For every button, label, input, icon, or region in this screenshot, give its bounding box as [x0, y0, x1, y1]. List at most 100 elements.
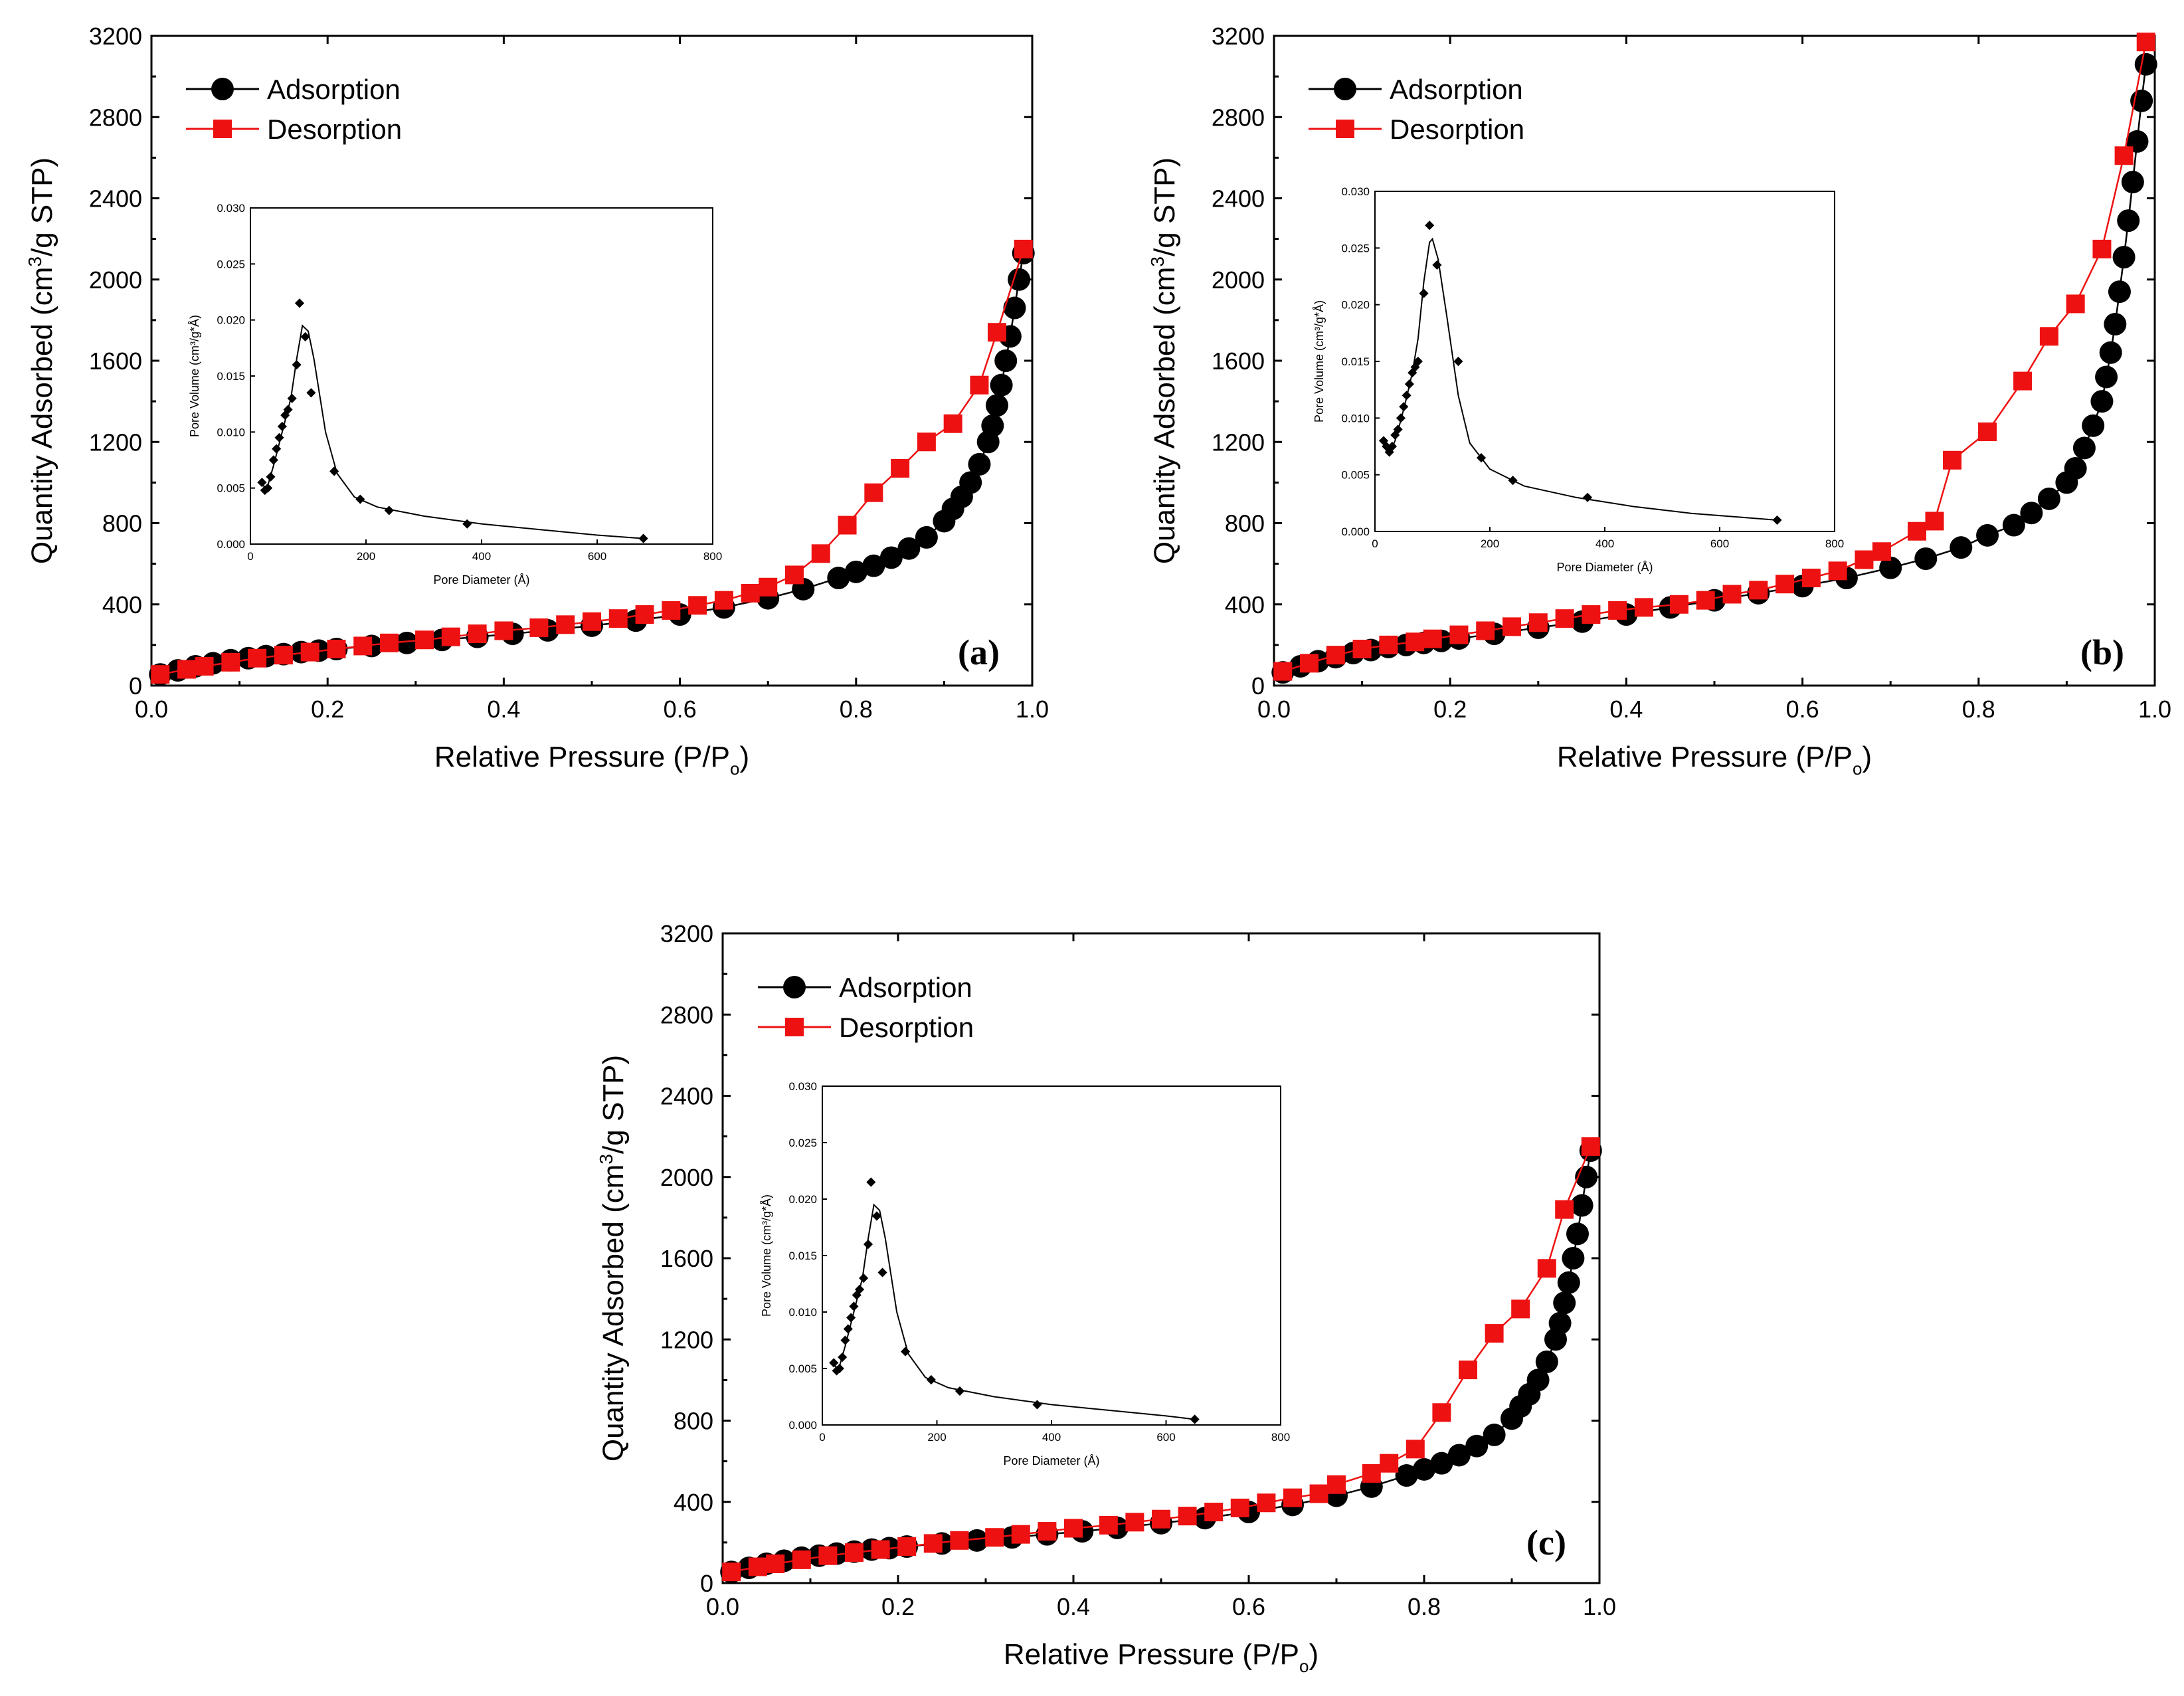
y-tick-label: 400: [674, 1489, 713, 1516]
x-axis-title-subscript: o: [1299, 1656, 1309, 1676]
desorption-point: [1555, 1200, 1574, 1219]
adsorption-point: [1535, 1350, 1558, 1373]
y-axis-title-end: /g STP): [597, 1055, 630, 1154]
desorption-point: [1064, 1519, 1083, 1538]
desorption-point: [2114, 146, 2134, 165]
desorption-point: [1309, 1484, 1328, 1503]
desorption-point: [1775, 575, 1795, 594]
y-tick-label: 0: [129, 672, 142, 700]
desorption-point: [1423, 629, 1442, 648]
inset-y-tick-label: 0.015: [217, 370, 245, 383]
y-tick-label: 1600: [1212, 347, 1265, 375]
inset-point: [863, 1239, 873, 1250]
series-line-desorption: [731, 1146, 1592, 1573]
y-tick-label: 1200: [89, 428, 142, 456]
desorption-point: [891, 458, 910, 478]
desorption-point: [2136, 33, 2155, 52]
adsorption-point: [968, 452, 991, 476]
desorption-point: [1125, 1513, 1144, 1532]
y-tick-label: 400: [102, 591, 142, 618]
y-tick-label: 800: [102, 510, 142, 537]
x-axis-title-end: ): [1862, 741, 1872, 773]
y-tick-label: 1600: [660, 1245, 713, 1272]
y-tick-label: 2800: [660, 1001, 713, 1028]
inset-y-axis-title: Pore Volume (cm³/g*Å): [760, 1194, 773, 1317]
inset-point: [272, 444, 282, 454]
chart-panel-a: 0.0 0.2 0.4 0.6 0.8 1.00400800120016002000240…: [25, 23, 1049, 779]
desorption-point: [1204, 1503, 1224, 1522]
y-tick-label: 800: [674, 1408, 713, 1435]
adsorption-point: [827, 567, 850, 590]
x-axis-title-subscript: o: [1853, 759, 1862, 779]
desorption-point: [818, 1546, 838, 1565]
adsorption-point: [862, 554, 885, 577]
adsorption-point: [1548, 1311, 1572, 1335]
inset-x-axis-title: Pore Diameter (Å): [1003, 1454, 1099, 1467]
adsorption-point: [1562, 1247, 1585, 1270]
inset-point: [877, 1268, 887, 1277]
x-axis-title-end: ): [739, 741, 749, 773]
inset-point: [900, 1347, 911, 1357]
inset-point: [384, 506, 394, 516]
legend-marker-square: [785, 1018, 804, 1036]
desorption-point: [1011, 1525, 1030, 1544]
desorption-point: [748, 1557, 767, 1576]
adsorption-point: [2064, 456, 2087, 480]
y-tick-label: 2400: [660, 1083, 713, 1110]
y-tick-label: 400: [1225, 591, 1265, 618]
adsorption-point: [844, 560, 867, 583]
inset-y-tick-label: 0.010: [1341, 412, 1370, 424]
adsorption-point: [985, 394, 1008, 417]
inset-point: [843, 1324, 853, 1334]
chart-panel-b: 0.0 0.2 0.4 0.6 0.8 1.00400800120016002000240…: [1147, 23, 2171, 779]
x-tick-label: 0.8: [1962, 696, 1995, 723]
y-axis-title-superscript: 3: [596, 1154, 616, 1165]
inset-point: [638, 533, 648, 543]
desorption-point: [151, 665, 170, 684]
desorption-point: [1555, 609, 1574, 628]
inset-y-axis-title: Pore Volume (cm³/g*Å): [188, 315, 201, 437]
desorption-point: [1828, 561, 1847, 581]
desorption-point: [1485, 1324, 1504, 1343]
inset-x-tick-label: 800: [703, 550, 722, 563]
inset-x-axis-title: Pore Diameter (Å): [1556, 561, 1653, 574]
inset-point: [859, 1273, 869, 1283]
y-tick-label: 2400: [89, 185, 142, 213]
adsorption-point: [897, 537, 921, 560]
x-tick-label: 0.6: [1232, 1593, 1265, 1620]
desorption-point: [1432, 1403, 1451, 1422]
desorption-point: [792, 1550, 811, 1569]
inset-x-tick-label: 400: [1042, 1431, 1061, 1444]
inset-y-tick-label: 0.030: [217, 202, 245, 215]
legend-marker-circle: [211, 78, 234, 100]
desorption-point: [1178, 1507, 1197, 1526]
adsorption-point: [1413, 1458, 1435, 1481]
desorption-point: [274, 646, 293, 665]
desorption-point: [1907, 521, 1926, 541]
x-tick-label: 0.2: [311, 696, 344, 723]
desorption-point: [784, 565, 804, 585]
inset-y-tick-label: 0.000: [788, 1419, 817, 1432]
adsorption-point: [2112, 246, 2136, 269]
inset-point: [257, 478, 267, 488]
desorption-point: [1380, 1454, 1399, 1473]
legend-marker-square: [1336, 120, 1354, 138]
desorption-point: [1014, 239, 1033, 258]
inset-point: [1432, 260, 1442, 270]
desorption-point: [1696, 591, 1715, 610]
desorption-point: [1283, 1488, 1302, 1507]
desorption-point: [1327, 1475, 1346, 1494]
desorption-point: [1925, 512, 1944, 531]
x-tick-label: 0.4: [1057, 1593, 1090, 1620]
y-tick-label: 1600: [89, 347, 142, 375]
adsorption-point: [2020, 502, 2043, 525]
desorption-point: [1511, 1299, 1530, 1319]
y-axis-title-main: Quantity Adsorbed (cm: [26, 267, 58, 565]
y-tick-label: 2800: [1212, 104, 1265, 131]
inset-point: [355, 494, 365, 504]
inset-x-tick-label: 600: [588, 550, 606, 563]
y-tick-label: 1200: [1212, 428, 1265, 456]
desorption-point: [897, 1537, 917, 1556]
adsorption-point: [1008, 268, 1031, 291]
inset-y-tick-label: 0.020: [217, 314, 245, 327]
